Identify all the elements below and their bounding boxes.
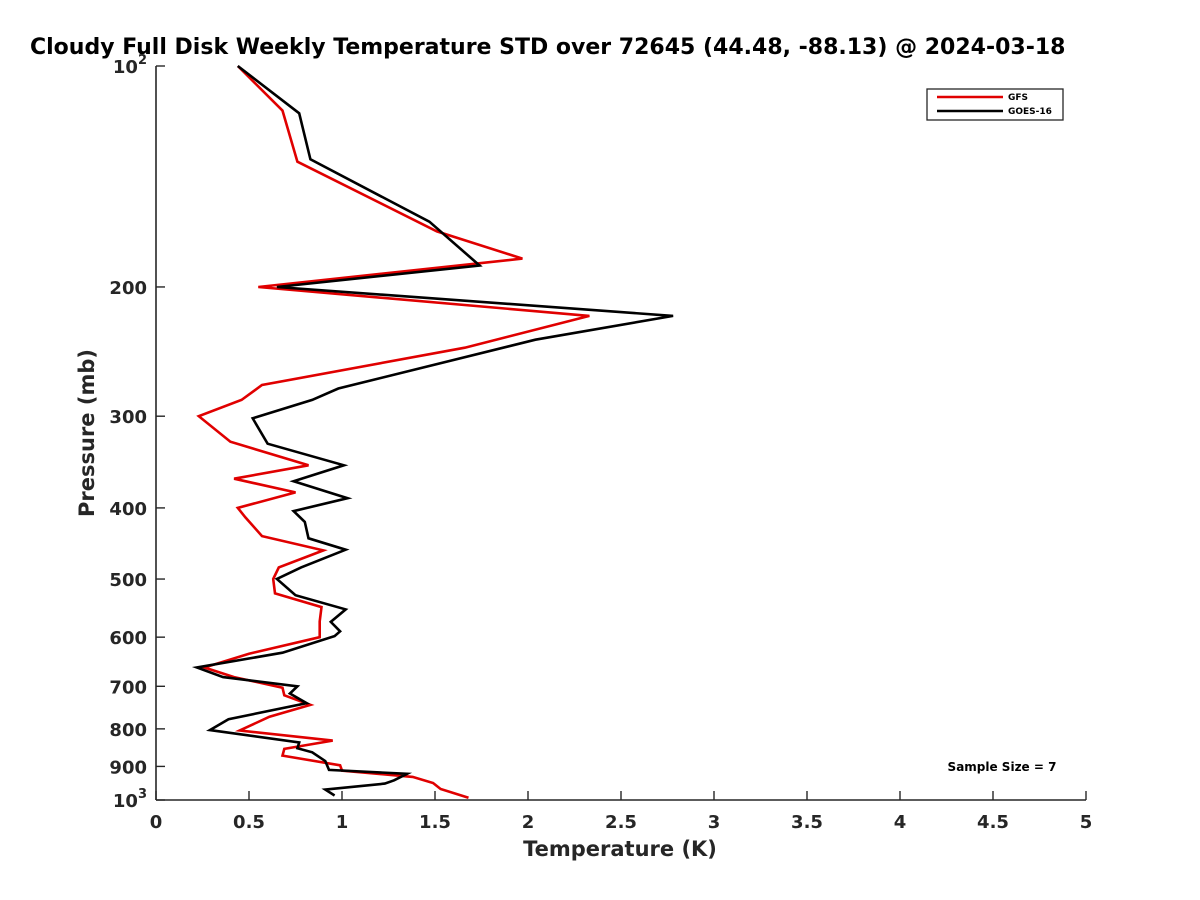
x-tick-label: 0.5 (233, 812, 265, 833)
y-tick-base: 10 (113, 57, 138, 78)
x-axis: 0 0.5 1 1.5 2 2.5 3 3.5 4 4.5 5 (150, 791, 1093, 833)
series-layer (191, 64, 674, 800)
x-tick-label: 4 (894, 812, 907, 833)
x-tick-label: 5 (1080, 812, 1093, 833)
chart-title: Cloudy Full Disk Weekly Temperature STD … (30, 35, 1065, 60)
x-tick-label: 3.5 (791, 812, 823, 833)
y-axis-label: Pressure (mb) (75, 349, 99, 517)
x-tick-label: 1.5 (419, 812, 451, 833)
y-tick-label: 800 (109, 720, 147, 741)
x-tick-label: 4.5 (977, 812, 1009, 833)
y-tick-label: 500 (109, 570, 147, 591)
legend-box (926, 88, 1064, 121)
x-tick-label: 1 (336, 812, 349, 833)
y-tick-label: 102 (113, 53, 147, 78)
legend-label: GFS (1008, 93, 1028, 103)
y-tick-label: 900 (109, 757, 147, 778)
y-tick-label: 400 (109, 499, 147, 520)
x-tick-label: 2 (522, 812, 535, 833)
series-line-gfs (196, 65, 590, 800)
y-tick-label: 600 (109, 628, 147, 649)
x-tick-label: 0 (150, 812, 163, 833)
x-axis-label: Temperature (K) (523, 837, 717, 861)
y-tick-label: 103 (113, 787, 147, 812)
x-tick-label: 2.5 (605, 812, 637, 833)
y-tick-exponent: 2 (138, 53, 147, 68)
x-tick-label: 3 (708, 812, 721, 833)
y-tick-label: 300 (109, 407, 147, 428)
y-tick-base: 10 (113, 791, 138, 812)
y-tick-exponent: 3 (138, 787, 147, 802)
sample-size-annotation: Sample Size = 7 (948, 760, 1057, 774)
legend: GFS GOES-16 (926, 88, 1064, 121)
legend-label: GOES-16 (1008, 107, 1052, 117)
y-tick-label: 700 (109, 677, 147, 698)
y-tick-label: 200 (109, 278, 147, 299)
series-line-goes-16 (191, 64, 674, 797)
